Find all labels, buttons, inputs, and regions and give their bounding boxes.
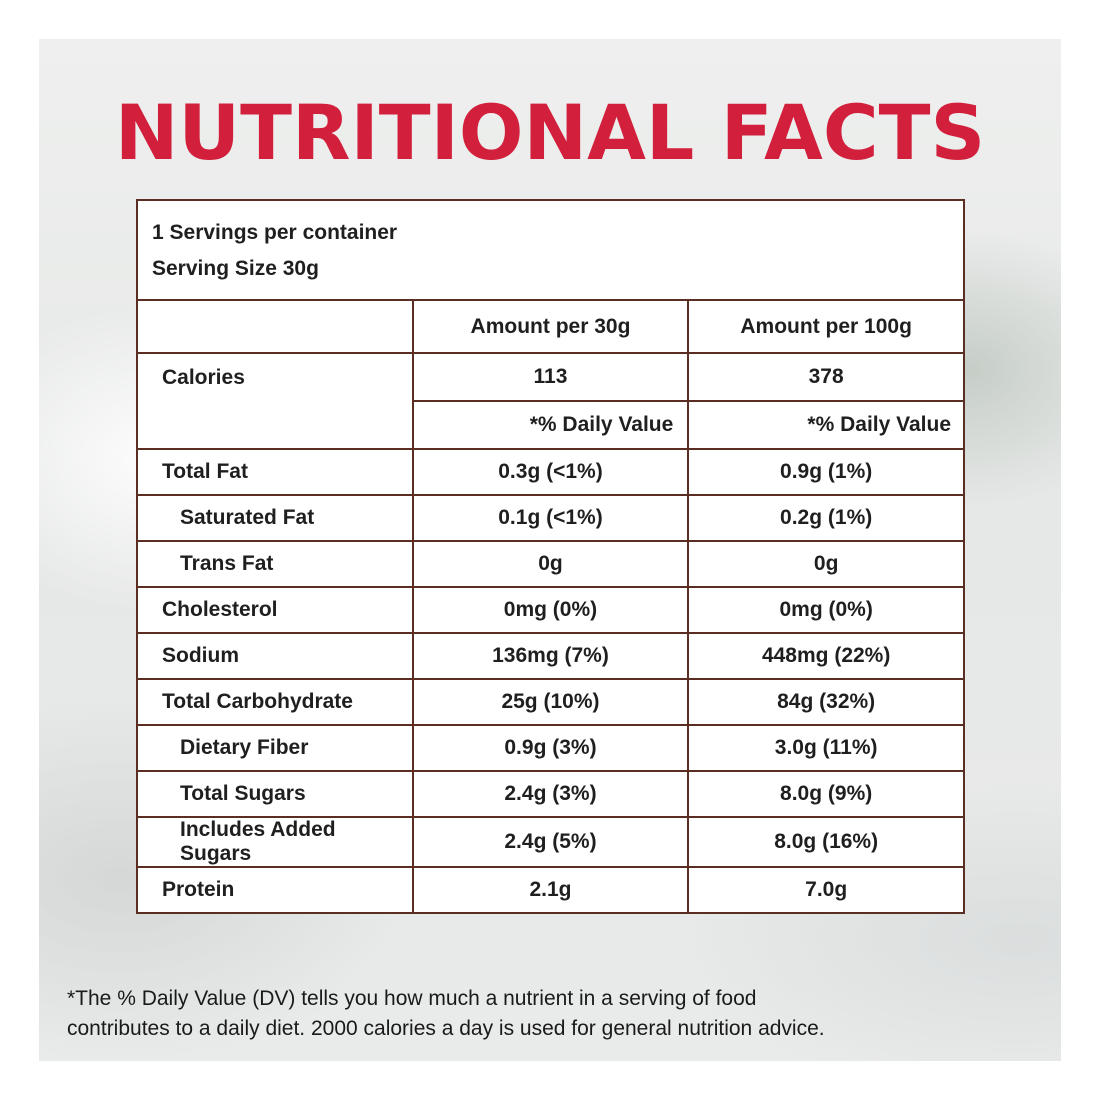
- nutrient-label: Trans Fat: [136, 540, 414, 588]
- daily-value-footnote: *The % Daily Value (DV) tells you how mu…: [67, 984, 1047, 1044]
- table-row: Dietary Fiber 0.9g (3%) 3.0g (11%): [136, 724, 965, 772]
- nutrient-per30: 136mg (7%): [411, 632, 690, 680]
- table-row: Sodium 136mg (7%) 448mg (22%): [136, 632, 965, 680]
- table-row: Total Sugars 2.4g (3%) 8.0g (9%): [136, 770, 965, 818]
- nutrient-per100: 3.0g (11%): [687, 724, 965, 772]
- nutrient-label: Sodium: [136, 632, 414, 680]
- nutrient-label: Cholesterol: [136, 586, 414, 634]
- nutrient-per100: 0mg (0%): [687, 586, 965, 634]
- nutrient-per30: 0.9g (3%): [411, 724, 690, 772]
- daily-value-label-per30: *% Daily Value: [411, 400, 690, 450]
- table-row: Total Fat 0.3g (<1%) 0.9g (1%): [136, 448, 965, 496]
- serving-info-row: 1 Servings per container Serving Size 30…: [136, 199, 965, 301]
- table-row: Protein 2.1g 7.0g: [136, 866, 965, 914]
- table-row: Total Carbohydrate 25g (10%) 84g (32%): [136, 678, 965, 726]
- nutrient-per30: 0mg (0%): [411, 586, 690, 634]
- nutrient-per100: 8.0g (16%): [687, 816, 965, 868]
- footnote-line: contributes to a daily diet. 2000 calori…: [67, 1017, 825, 1040]
- page-title: NUTRITIONAL FACTS: [114, 88, 986, 177]
- column-header-per30: Amount per 30g: [411, 299, 690, 354]
- nutrient-per30: 2.4g (5%): [411, 816, 690, 868]
- nutrient-per100: 0.9g (1%): [687, 448, 965, 496]
- table-row: Saturated Fat 0.1g (<1%) 0.2g (1%): [136, 494, 965, 542]
- nutrient-label: Total Fat: [136, 448, 414, 496]
- nutrient-label: Saturated Fat: [136, 494, 414, 542]
- nutrient-per30: 2.4g (3%): [411, 770, 690, 818]
- nutrient-per100: 84g (32%): [687, 678, 965, 726]
- nutrient-label: Total Carbohydrate: [136, 678, 414, 726]
- nutrient-per100: 7.0g: [687, 866, 965, 914]
- column-header-nutrient: [136, 299, 414, 354]
- daily-value-label-per100: *% Daily Value: [687, 400, 965, 450]
- table-row: Cholesterol 0mg (0%) 0mg (0%): [136, 586, 965, 634]
- nutrient-per30: 0.1g (<1%): [411, 494, 690, 542]
- column-header-per100: Amount per 100g: [687, 299, 965, 354]
- column-header-row: Amount per 30g Amount per 100g: [136, 299, 965, 354]
- nutrient-label: Protein: [136, 866, 414, 914]
- nutrient-label: Dietary Fiber: [136, 724, 414, 772]
- calories-row: Calories 113 378: [136, 352, 965, 450]
- daily-value-header-row: *% Daily Value *% Daily Value: [137, 400, 965, 450]
- table-row: Trans Fat 0g 0g: [136, 540, 965, 588]
- nutrient-label: Total Sugars: [136, 770, 414, 818]
- table-row: Includes Added Sugars 2.4g (5%) 8.0g (16…: [136, 816, 965, 868]
- calories-per100: 378: [687, 352, 965, 402]
- servings-per-container: 1 Servings per container: [152, 221, 398, 244]
- nutrient-per100: 0g: [687, 540, 965, 588]
- calories-per30: 113: [411, 352, 690, 402]
- nutrient-per30: 2.1g: [411, 866, 690, 914]
- footnote-line: *The % Daily Value (DV) tells you how mu…: [67, 987, 757, 1010]
- nutrient-per100: 8.0g (9%): [687, 770, 965, 818]
- nutrient-label: Includes Added Sugars: [136, 816, 414, 868]
- nutrient-per100: 448mg (22%): [687, 632, 965, 680]
- nutrient-per30: 25g (10%): [411, 678, 690, 726]
- serving-size: Serving Size 30g: [152, 257, 319, 280]
- nutrient-per30: 0g: [411, 540, 690, 588]
- serving-info: 1 Servings per container Serving Size 30…: [136, 199, 965, 301]
- nutrient-per100: 0.2g (1%): [687, 494, 965, 542]
- nutrient-per30: 0.3g (<1%): [411, 448, 690, 496]
- calories-label: Calories: [136, 352, 414, 450]
- nutrition-table: 1 Servings per container Serving Size 30…: [136, 199, 965, 914]
